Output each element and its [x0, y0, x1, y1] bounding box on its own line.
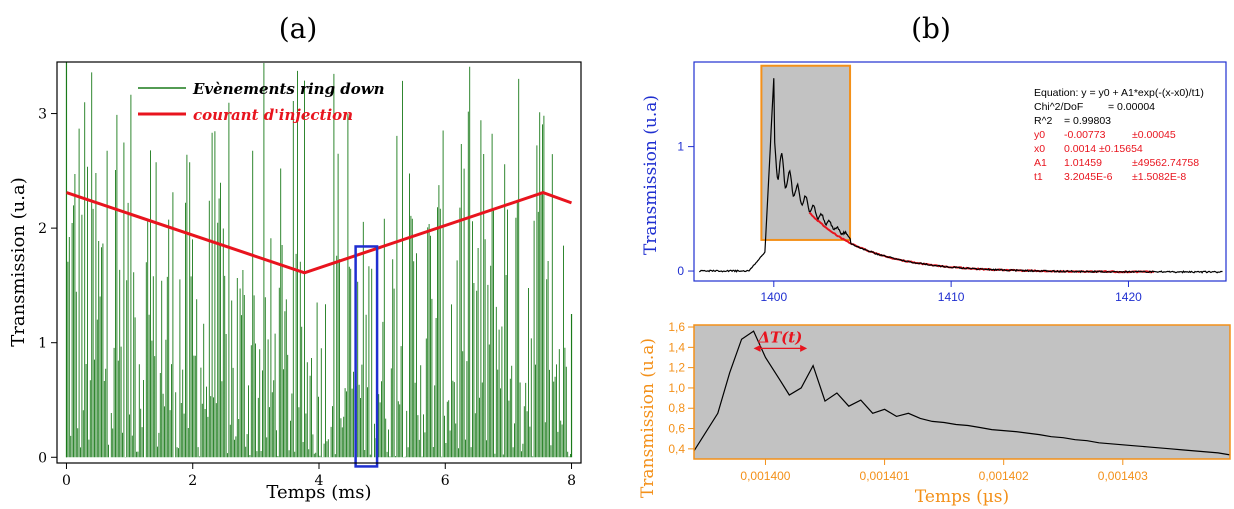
- y-axis-label-b: Transmission (u.a): [641, 95, 661, 255]
- y-tick-label-zoom: 0,4: [668, 442, 685, 456]
- y-tick-label-a: 1: [38, 336, 47, 352]
- x-tick-label-b: 1410: [938, 290, 965, 304]
- x-tick-label-b: 1420: [1115, 290, 1142, 304]
- y-axis-label-a: Transmission (u.a): [8, 177, 29, 346]
- fit-param-x0-name: x0: [1034, 143, 1045, 155]
- plot-frame-b: [693, 61, 1227, 282]
- delta-t-annotation: [753, 344, 808, 352]
- y-tick-label-zoom: 0,8: [668, 401, 685, 415]
- x-tick-label-a: 2: [188, 473, 197, 489]
- x-tick-label-a: 8: [567, 473, 576, 489]
- x-axis-ticks-a: 0 2 4 6 8: [62, 463, 576, 489]
- panel-b-label: (b): [911, 12, 951, 45]
- plot-frame-zoom: [693, 324, 1231, 460]
- y-tick-label-zoom: 0,6: [668, 422, 685, 436]
- ring-down-edge-spikes: [65, 62, 573, 458]
- delta-t-label: ΔT(t): [757, 328, 802, 346]
- x-axis-label-zoom: Temps (µs): [915, 487, 1009, 507]
- ring-down-spikes: [65, 62, 573, 458]
- x-tick-label-b: 1400: [760, 290, 787, 304]
- y-axis-ticks-a: 0 1 2 3: [38, 107, 57, 466]
- x-axis-ticks-b: 1400 1410 1420: [760, 281, 1142, 304]
- fit-param-y0-value: -0.00773: [1064, 129, 1106, 141]
- delta-t-arrowhead-right: [800, 344, 808, 352]
- zoom-background: [694, 325, 1230, 459]
- y-tick-label-zoom: 1,4: [668, 340, 685, 354]
- fit-r2-value: = 0.99803: [1064, 115, 1111, 127]
- fit-param-a1-value: 1.01459: [1064, 157, 1102, 169]
- fit-param-y0-error: ±0.00045: [1132, 129, 1176, 141]
- panel-a-label: (a): [279, 12, 318, 45]
- legend-label-courant: courant d'injection: [193, 106, 353, 124]
- series-data: [699, 78, 1223, 274]
- legend-label-ring-down: Evènements ring down: [192, 80, 385, 98]
- fit-param-t1-name: t1: [1034, 171, 1043, 183]
- chart-b-zoom: 0,001400 0,001401 0,001402 0,001403 0,40,60…: [638, 320, 1231, 507]
- x-axis-ticks-zoom: 0,001400 0,001401 0,001402 0,001403: [740, 459, 1148, 483]
- fit-param-t1-error: ±1.5082E-8: [1132, 171, 1186, 183]
- x-tick-label-zoom: 0,001403: [1098, 469, 1148, 483]
- fit-param-a1-name: A1: [1034, 157, 1047, 169]
- y-tick-label-a: 0: [38, 450, 47, 466]
- fit-annotation: Equation: y = y0 + A1*exp(-(x-x0)/t1) Ch…: [1034, 87, 1204, 183]
- x-tick-label-a: 0: [62, 473, 71, 489]
- y-axis-label-zoom: Transmission (u.a): [638, 338, 658, 498]
- series-zoom: [693, 330, 1231, 456]
- y-tick-label-b: 1: [677, 140, 684, 154]
- fit-chi-label: Chi^2/DoF: [1034, 101, 1083, 113]
- y-tick-label-a: 3: [38, 107, 47, 123]
- y-tick-label-zoom: 1,6: [668, 320, 685, 334]
- y-axis-ticks-b: 01: [677, 140, 694, 278]
- y-tick-label-zoom: 1,2: [668, 361, 685, 375]
- fit-equation: Equation: y = y0 + A1*exp(-(x-x0)/t1): [1034, 87, 1204, 99]
- x-axis-label-a: Temps (ms): [266, 482, 371, 503]
- fit-chi-value: = 0.00004: [1108, 101, 1155, 113]
- highlight-box-a: [354, 245, 379, 468]
- y-tick-label-b: 0: [677, 264, 684, 278]
- x-tick-label-zoom: 0,001402: [979, 469, 1029, 483]
- x-tick-label-zoom: 0,001400: [740, 469, 790, 483]
- x-tick-label-a: 6: [441, 473, 450, 489]
- x-tick-label-a: 4: [315, 473, 324, 489]
- y-axis-ticks-zoom: 0,4 0,6 0,8 1,0 1,2 1,4 1,6: [668, 320, 694, 456]
- y-tick-label-zoom: 1,0: [668, 381, 685, 395]
- fit-param-x0-value: 0.0014 ±0.15654: [1064, 143, 1143, 155]
- fit-param-y0-name: y0: [1034, 129, 1045, 141]
- fit-param-a1-error: ±49562.74758: [1132, 157, 1199, 169]
- chart-b-top: 1400 1410 1420 01 Transmission (u.a) Equat…: [641, 61, 1227, 304]
- series-fit: [808, 211, 1155, 274]
- fit-param-t1-value: 3.2045E-6: [1064, 171, 1113, 183]
- series-courant-injection: [66, 191, 573, 275]
- x-tick-label-zoom: 0,001401: [860, 469, 910, 483]
- delta-t-arrowhead-left: [753, 344, 761, 352]
- highlight-box-b: [760, 64, 852, 241]
- chart-a: 0 2 4 6 8 0 1 2 3 Temps (ms) Transmission (u.a)…: [8, 61, 582, 503]
- fit-r2-label: R^2: [1034, 115, 1053, 127]
- y-tick-label-a: 2: [38, 221, 47, 237]
